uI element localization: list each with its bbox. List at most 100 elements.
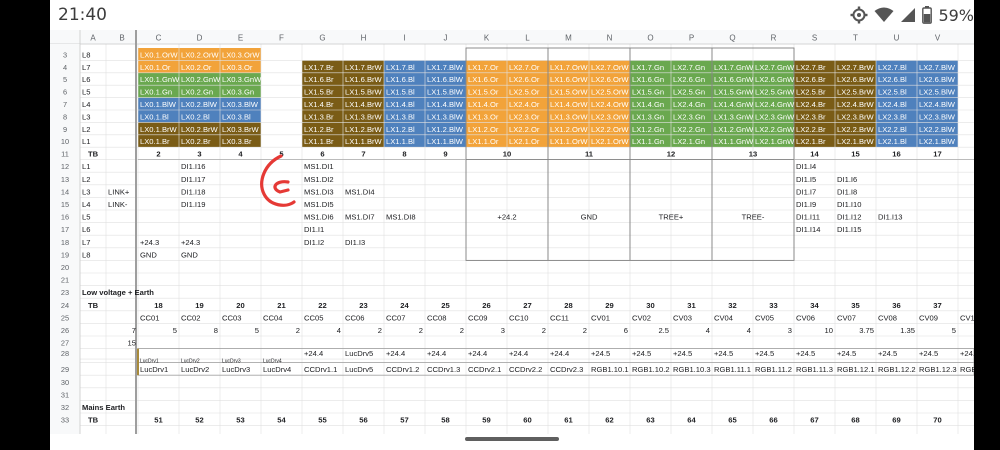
cell-t24[interactable]: 35 (851, 301, 860, 310)
cell-i28[interactable]: +24.4 (386, 349, 405, 358)
cell-d33[interactable]: 52 (195, 416, 203, 425)
cell-g10[interactable]: LX1.1.Br (304, 137, 334, 146)
cell-a7[interactable]: L4 (82, 100, 90, 109)
cell-j29[interactable]: CCDrv1.3 (427, 365, 460, 374)
cell-u25[interactable]: CV08 (878, 313, 897, 322)
cell-s28[interactable]: +24.5 (796, 349, 815, 358)
cell-l10[interactable]: LX2.1.Or (509, 137, 540, 146)
cell-j24[interactable]: 25 (441, 301, 450, 310)
cell-v24[interactable]: 37 (933, 301, 941, 310)
cell-g11[interactable]: 6 (320, 150, 324, 159)
cell-n24[interactable]: 29 (605, 301, 613, 310)
cell-t28[interactable]: +24.5 (837, 349, 856, 358)
cell-n9[interactable]: LX2.2.OrW (591, 125, 629, 134)
cell-h8[interactable]: LX1.3.BrW (345, 112, 383, 121)
cell-a18[interactable]: L7 (82, 238, 90, 247)
cell-c7[interactable]: LX0.1.BlW (140, 100, 177, 109)
cell-d3[interactable]: LX0.2.OrW (181, 50, 219, 59)
column-header-j[interactable]: J (444, 34, 448, 43)
cell-s9[interactable]: LX2.2.Br (796, 125, 826, 134)
cell-d5[interactable]: LX0.2.GnW (181, 75, 221, 84)
cell-n6[interactable]: LX2.5.OrW (591, 88, 629, 97)
cell-v26[interactable]: 5 (952, 326, 956, 335)
cell-q9[interactable]: LX1.2.GnW (714, 125, 754, 134)
row-number[interactable]: 26 (61, 326, 69, 335)
cell-p7[interactable]: LX2.4.Gn (673, 100, 705, 109)
cell-c25[interactable]: CC01 (140, 313, 159, 322)
cell-q25[interactable]: CV04 (714, 313, 733, 322)
cell-s5[interactable]: LX2.6.Br (796, 75, 826, 84)
cell-b14[interactable]: LINK+ (108, 187, 130, 196)
cell-t7[interactable]: LX2.4.BrW (837, 100, 875, 109)
cell-p26[interactable]: 4 (706, 326, 710, 335)
cell-b26[interactable]: 7 (132, 326, 136, 335)
cell-g17[interactable]: DI1.I1 (304, 225, 324, 234)
column-header-k[interactable]: K (484, 34, 490, 43)
cell-c4[interactable]: LX0.1.Or (140, 63, 171, 72)
cell-g29[interactable]: CCDrv1.1 (304, 365, 337, 374)
cell-l4[interactable]: LX2.7.Or (509, 63, 540, 72)
cell-r7[interactable]: LX2.4.GnW (755, 100, 795, 109)
column-header-r[interactable]: R (771, 34, 777, 43)
row-number[interactable]: 10 (61, 137, 69, 146)
cell-e29[interactable]: LucDrv3 (222, 365, 250, 374)
cell-u10[interactable]: LX2.1.Bl (878, 137, 907, 146)
cell-s33[interactable]: 67 (810, 416, 818, 425)
cell-m29[interactable]: CCDrv2.3 (550, 365, 583, 374)
cell-t11[interactable]: 15 (851, 150, 860, 159)
cell-j33[interactable]: 58 (441, 416, 449, 425)
cell-u7[interactable]: LX2.4.Bl (878, 100, 907, 109)
column-header-o[interactable]: O (647, 34, 653, 43)
cell-c24[interactable]: 18 (154, 301, 162, 310)
cell-r6[interactable]: LX2.5.GnW (755, 88, 795, 97)
cell-m8[interactable]: LX1.3.OrW (550, 112, 588, 121)
cell-d19[interactable]: GND (181, 250, 198, 259)
column-header-u[interactable]: U (894, 34, 900, 43)
cell-k29[interactable]: CCDrv2.1 (468, 365, 501, 374)
cell-o7[interactable]: LX1.4.Gn (632, 100, 664, 109)
cell-d7[interactable]: LX0.2.BlW (181, 100, 218, 109)
cell-t15[interactable]: DI1.I10 (837, 200, 861, 209)
cell-q5[interactable]: LX1.6.GnW (714, 75, 754, 84)
cell-d14[interactable]: DI1.I18 (181, 187, 205, 196)
cell-i29[interactable]: CCDrv1.2 (386, 365, 419, 374)
cell-r10[interactable]: LX2.1.GnW (755, 137, 795, 146)
row-number[interactable]: 16 (61, 213, 69, 222)
cell-a33[interactable]: TB (88, 416, 99, 425)
cell-m4[interactable]: LX1.7.OrW (550, 63, 588, 72)
cell-e28b[interactable]: LucDrv3 (222, 359, 241, 365)
cell-a14[interactable]: L3 (82, 187, 90, 196)
cell-h28[interactable]: LucDrv5 (345, 349, 373, 358)
cell-a23[interactable]: Low voltage + Earth (82, 288, 154, 297)
cell-i16[interactable]: MS1.DI8 (386, 213, 416, 222)
cell-l7[interactable]: LX2.4.Or (509, 100, 540, 109)
cell-s16[interactable]: DI1.I11 (796, 213, 820, 222)
column-header-a[interactable]: A (90, 34, 96, 43)
cell-g7[interactable]: LX1.4.Br (304, 100, 334, 109)
cell-p8[interactable]: LX2.3.Gn (673, 112, 705, 121)
cell-p9[interactable]: LX2.2.Gn (673, 125, 705, 134)
cell-m7[interactable]: LX1.4.OrW (550, 100, 588, 109)
cell-h5[interactable]: LX1.6.BrW (345, 75, 383, 84)
cell-e26[interactable]: 5 (255, 326, 259, 335)
cell-s15[interactable]: DI1.I9 (796, 200, 816, 209)
column-header-n[interactable]: N (607, 34, 613, 43)
cell-r26[interactable]: 3 (788, 326, 792, 335)
column-header-b[interactable]: B (119, 34, 124, 43)
row-number[interactable]: 23 (61, 288, 69, 297)
cell-u9[interactable]: LX2.2.Bl (878, 125, 907, 134)
cell-v25[interactable]: CV09 (919, 313, 938, 322)
cell-e5[interactable]: LX0.3.GnW (222, 75, 262, 84)
cell-i8[interactable]: LX1.3.Bl (386, 112, 415, 121)
row-number[interactable]: 18 (61, 238, 69, 247)
cell-w28[interactable]: +24.6 (960, 349, 974, 358)
row-number[interactable]: 32 (61, 403, 69, 412)
column-header-i[interactable]: I (403, 34, 405, 43)
cell-d18[interactable]: +24.3 (181, 238, 200, 247)
cell-j11[interactable]: 9 (443, 150, 447, 159)
cell-u28[interactable]: +24.5 (878, 349, 897, 358)
cell-s25[interactable]: CV06 (796, 313, 815, 322)
cell-s8[interactable]: LX2.3.Br (796, 112, 826, 121)
cell-u24[interactable]: 36 (892, 301, 900, 310)
cell-l28[interactable]: +24.4 (509, 349, 528, 358)
